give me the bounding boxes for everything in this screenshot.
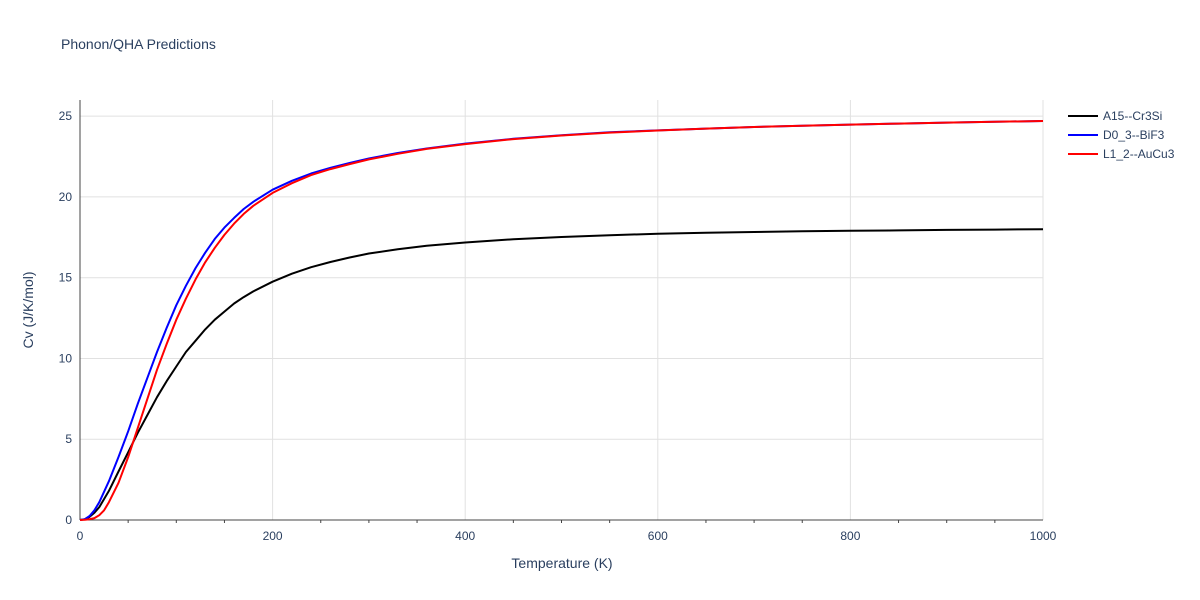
y-tick-label: 10 — [59, 351, 73, 365]
y-tick-label: 15 — [59, 271, 73, 285]
x-axis-label: Temperature (K) — [511, 555, 612, 571]
grid-lines — [80, 100, 1044, 520]
y-tick-label: 5 — [65, 432, 72, 446]
series-line-1[interactable] — [79, 120, 1044, 521]
legend-item[interactable]: L1_2--AuCu3 — [1068, 144, 1174, 163]
x-tick-labels: 0 200 400 600 800 1000 — [77, 529, 1057, 543]
x-tick-label: 1000 — [1030, 529, 1057, 543]
y-tick-label: 25 — [59, 109, 73, 123]
legend-swatch — [1068, 114, 1098, 117]
legend-item[interactable]: A15--Cr3Si — [1068, 106, 1174, 125]
series-lines — [79, 120, 1044, 521]
x-tick-label: 800 — [840, 529, 860, 543]
series-line-2[interactable] — [79, 120, 1044, 521]
legend-swatch — [1068, 152, 1098, 155]
y-tick-label: 20 — [59, 190, 73, 204]
chart-title: Phonon/QHA Predictions — [61, 36, 216, 52]
legend-label: A15--Cr3Si — [1103, 108, 1163, 123]
legend: A15--Cr3Si D0_3--BiF3 L1_2--AuCu3 — [1068, 106, 1174, 163]
legend-item[interactable]: D0_3--BiF3 — [1068, 125, 1174, 144]
legend-label: D0_3--BiF3 — [1103, 127, 1165, 142]
legend-label: L1_2--AuCu3 — [1103, 146, 1175, 161]
series-line-0[interactable] — [79, 228, 1044, 521]
x-tick-label: 0 — [77, 529, 84, 543]
legend-swatch — [1068, 133, 1098, 136]
x-tick-label: 400 — [455, 529, 475, 543]
x-tick-label: 200 — [263, 529, 283, 543]
y-tick-label: 0 — [65, 513, 72, 527]
zero-lines — [79, 100, 1043, 523]
x-tick-label: 600 — [648, 529, 668, 543]
y-tick-labels: 0 5 10 15 20 25 — [59, 109, 73, 527]
y-axis-label: Cv (J/K/mol) — [20, 272, 36, 349]
